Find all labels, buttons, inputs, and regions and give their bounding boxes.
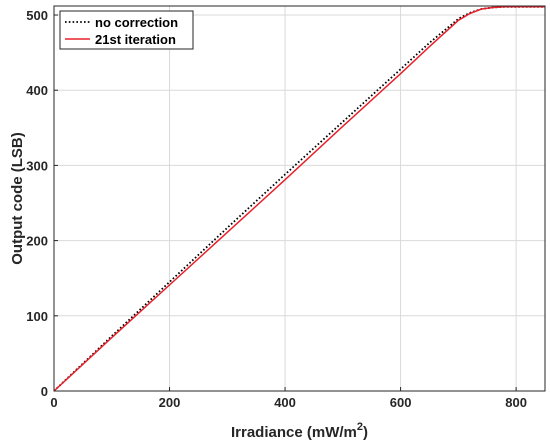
x-axis-label-superscript: 2: [357, 421, 363, 433]
x-tick-label: 200: [159, 395, 181, 410]
legend-label-21st-iteration: 21st iteration: [95, 32, 176, 47]
plot-series: [53, 5, 545, 392]
y-tick-label: 400: [26, 83, 48, 98]
x-axis-label-main: Irradiance (mW/m: [231, 424, 357, 441]
x-axis-label: Irradiance (mW/m2): [231, 421, 368, 441]
x-tick-label: 400: [274, 395, 296, 410]
y-tick-label: 300: [26, 158, 48, 173]
axis-ticks: 0 200 400 600 800 0 100 200 300 400 500: [26, 8, 527, 410]
series-line-21st-iteration: [53, 6, 545, 392]
legend-label-no-correction: no correction: [95, 15, 178, 30]
legend-box: [59, 10, 194, 50]
y-tick-label: 0: [41, 384, 48, 399]
legend: no correction 21st iteration: [59, 10, 194, 50]
y-tick-label: 200: [26, 234, 48, 249]
x-tick-label: 600: [390, 395, 412, 410]
x-tick-label: 0: [50, 395, 57, 410]
y-axis-label: Output code (LSB): [9, 132, 26, 264]
plot-frame: [53, 5, 546, 392]
x-tick-label: 800: [505, 395, 527, 410]
y-tick-label: 500: [26, 8, 48, 23]
x-axis-label-close: ): [363, 424, 368, 441]
y-tick-label: 100: [26, 309, 48, 324]
